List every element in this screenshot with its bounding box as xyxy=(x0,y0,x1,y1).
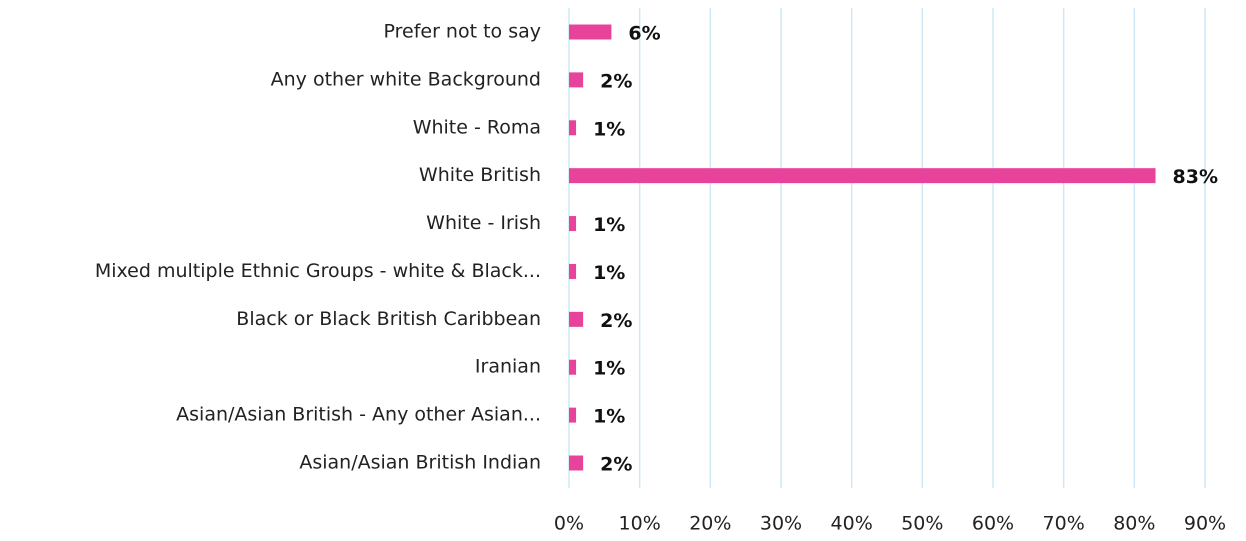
y-tick-label: Mixed multiple Ethnic Groups - white & B… xyxy=(95,260,541,282)
x-tick-label: 90% xyxy=(1184,513,1226,535)
x-tick-label: 10% xyxy=(619,513,661,535)
value-label: 83% xyxy=(1173,166,1218,188)
bar xyxy=(569,455,584,471)
bar xyxy=(569,72,584,88)
bar xyxy=(569,359,577,375)
value-label: 1% xyxy=(593,358,625,380)
bar xyxy=(569,407,577,423)
y-tick-label: Iranian xyxy=(475,356,541,378)
value-label: 1% xyxy=(593,406,625,428)
bar xyxy=(569,216,577,232)
x-tick-label: 70% xyxy=(1043,513,1085,535)
x-tick-label: 30% xyxy=(760,513,802,535)
y-tick-label: White British xyxy=(419,164,541,186)
bar xyxy=(569,311,584,327)
value-label: 1% xyxy=(593,262,625,284)
value-label: 1% xyxy=(593,118,625,140)
x-tick-label: 80% xyxy=(1113,513,1155,535)
x-tick-label: 20% xyxy=(689,513,731,535)
y-tick-label: Prefer not to say xyxy=(384,21,542,43)
y-tick-label: Asian/Asian British Indian xyxy=(299,452,541,474)
y-tick-label: White - Irish xyxy=(426,212,541,234)
value-label: 2% xyxy=(600,310,632,332)
value-label: 6% xyxy=(628,23,660,45)
y-tick-label: White - Roma xyxy=(413,116,541,138)
bar xyxy=(569,120,577,136)
x-tick-label: 0% xyxy=(554,513,584,535)
bar xyxy=(569,24,612,40)
bar xyxy=(569,263,577,279)
y-tick-label: Black or Black British Caribbean xyxy=(236,308,541,330)
value-label: 2% xyxy=(600,454,632,476)
value-label: 1% xyxy=(593,214,625,236)
bar xyxy=(569,168,1156,184)
y-tick-label: Asian/Asian British - Any other Asian... xyxy=(176,404,541,426)
value-label: 2% xyxy=(600,70,632,92)
x-tick-label: 50% xyxy=(901,513,943,535)
x-tick-label: 40% xyxy=(831,513,873,535)
x-tick-label: 60% xyxy=(972,513,1014,535)
y-tick-label: Any other white Background xyxy=(271,68,541,90)
